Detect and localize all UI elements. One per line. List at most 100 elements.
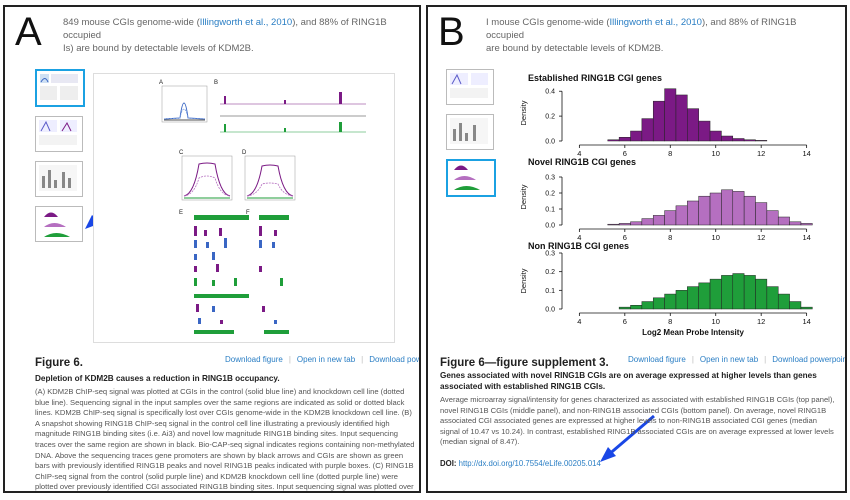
histogram-ytick-label-3-1: 0.1: [545, 288, 555, 295]
download-powerpoint-link-a[interactable]: Download powerpoint: [369, 355, 419, 364]
blue-arrow-b: [600, 414, 655, 462]
histogram-bar-2-1: [618, 223, 631, 226]
histogram-xlabel: Log2 Mean Probe Intensity: [642, 328, 744, 337]
histogram-bar-2-5: [664, 210, 677, 226]
histogram-bar-1-6: [675, 94, 688, 142]
histogram-ytick-label-2-0: 0.0: [545, 223, 555, 230]
histogram-xtick-label-2-4: 12: [757, 233, 765, 242]
histogram-title-3: Non RING1B CGI genes: [528, 241, 629, 251]
histogram-bar-1-10: [721, 135, 734, 142]
download-powerpoint-link-b[interactable]: Download powerpoint: [772, 355, 847, 364]
histogram-xtick-label-2-5: 14: [802, 233, 810, 242]
histogram-bar-3-6: [687, 286, 699, 310]
histogram-bar-3-3: [652, 297, 665, 310]
figure-thumbnail-list: [35, 69, 87, 251]
histogram-bar-2-13: [755, 202, 768, 226]
histogram-bar-1-0: [607, 139, 620, 142]
open-new-tab-link-b[interactable]: Open in new tab: [699, 355, 759, 364]
histogram-xtick-label-1-1: 6: [623, 149, 627, 158]
histogram-bar-1-2: [630, 130, 643, 142]
histogram-bar-3-12: [755, 278, 768, 310]
article-text-b: I mouse CGIs genome-wide (Illingworth et…: [486, 16, 835, 55]
article-text-a-post: ), and 88% of RING1B occupied: [63, 17, 387, 41]
histogram-ylabel-3: Density: [519, 268, 528, 293]
histogram-ytick-label-2-2: 0.2: [545, 191, 555, 198]
histogram-xtick-label-3-1: 6: [623, 317, 627, 326]
histogram-title-2: Novel RING1B CGI genes: [528, 157, 636, 167]
histogram-bar-2-8: [698, 195, 711, 226]
figure-thumbnail-2[interactable]: [35, 116, 83, 152]
histogram-xtick-label-2-0: 4: [577, 233, 581, 242]
histogram-bar-2-6: [675, 205, 688, 226]
panel-letter-b: B: [438, 10, 465, 54]
histogram-xtick-label-3-5: 14: [802, 317, 810, 326]
histogram-ylabel-1: Density: [519, 100, 528, 125]
citation-link-b[interactable]: Illingworth et al., 2010: [609, 17, 702, 28]
histogram-ytick-label-1-0: 0.0: [545, 139, 555, 146]
histogram-ytick-label-1-2: 0.4: [545, 89, 555, 96]
svg-text:D: D: [242, 150, 247, 156]
histogram-ytick-label-2-3: 0.3: [545, 175, 555, 182]
histogram-bar-1-7: [687, 108, 699, 142]
figure-thumbnail-1[interactable]: [35, 69, 85, 107]
histogram-bar-3-4: [664, 293, 677, 310]
article-text-b-post: ), and 88% of RING1B occupied: [486, 17, 797, 41]
figure-thumbnail-4[interactable]: [35, 206, 83, 242]
histogram-bar-1-5: [664, 88, 677, 142]
histogram-xtick-label-1-0: 4: [577, 149, 581, 158]
histogram-bar-3-16: [800, 306, 813, 310]
histogram-bar-1-13: [755, 140, 768, 142]
histogram-xtick-label-1-4: 12: [757, 149, 765, 158]
histogram-bar-2-3: [641, 218, 654, 226]
download-figure-link-a[interactable]: Download figure: [225, 355, 283, 364]
histogram-bar-1-8: [698, 120, 711, 142]
figure-caption-b: Average microarray signal/intensity for …: [440, 395, 835, 447]
histogram-bar-3-14: [777, 293, 790, 310]
histogram-bar-3-15: [789, 301, 802, 310]
supplement-thumbnail-1[interactable]: [446, 69, 494, 105]
download-figure-link-b[interactable]: Download figure: [628, 355, 686, 364]
histogram-bar-2-0: [607, 223, 620, 226]
panel-a: A 849 mouse CGIs genome-wide (Illingwort…: [3, 5, 421, 493]
histogram-xtick-label-3-3: 10: [712, 317, 720, 326]
histogram-bar-3-13: [766, 286, 779, 310]
open-new-tab-link-a[interactable]: Open in new tab: [296, 355, 356, 364]
histogram-bar-1-3: [641, 118, 654, 142]
svg-text:B: B: [214, 80, 218, 86]
figure-caption-a: (A) KDM2B ChIP-seq signal was plotted at…: [35, 387, 415, 492]
supplement-thumbnail-list: [446, 69, 498, 206]
supplement-figure-image[interactable]: Established RING1B CGI genes Density 0.0 0.…: [516, 69, 836, 339]
figure-title-a: Figure 6.: [35, 357, 83, 369]
histogram-xtick-label-3-0: 4: [577, 317, 581, 326]
supplement-thumbnail-3[interactable]: [446, 159, 496, 197]
doi-label: DOI:: [440, 459, 457, 468]
histogram-xtick-label-1-2: 8: [668, 149, 672, 158]
histogram-bar-2-14: [766, 210, 779, 226]
figure-6-image[interactable]: A B C D E F: [93, 73, 395, 343]
histogram-bar-2-10: [721, 189, 734, 226]
figure-links-a: Download figure | Open in new tab | Download…: [225, 355, 419, 364]
histogram-bar-2-11: [732, 191, 745, 226]
histogram-bar-3-7: [698, 282, 711, 310]
histogram-xtick-label-1-5: 14: [802, 149, 810, 158]
histogram-xtick-label-3-4: 12: [757, 317, 765, 326]
histogram-bar-2-15: [777, 216, 790, 226]
svg-text:C: C: [179, 150, 184, 156]
histogram-bar-1-9: [709, 130, 722, 142]
histogram-bar-3-0: [618, 306, 631, 310]
histogram-bar-1-12: [743, 139, 756, 142]
citation-link-a[interactable]: Illingworth et al., 2010: [199, 17, 293, 28]
histogram-title-1: Established RING1B CGI genes: [528, 73, 662, 83]
histogram-bar-3-5: [675, 290, 688, 310]
histogram-bar-1-4: [652, 100, 665, 142]
histogram-bar-3-8: [709, 278, 722, 310]
histogram-ytick-label-3-3: 0.3: [545, 251, 555, 258]
supplement-thumbnail-2[interactable]: [446, 114, 494, 150]
histogram-ylabel-2: Density: [519, 184, 528, 209]
histogram-ytick-label-1-1: 0.2: [545, 114, 555, 121]
figure-thumbnail-3[interactable]: [35, 161, 83, 197]
histogram-panels: Established RING1B CGI genes Density 0.0 0.…: [519, 73, 813, 337]
article-text-b-pre: I mouse CGIs genome-wide (: [486, 17, 610, 28]
histogram-bar-2-7: [687, 200, 699, 226]
doi-link[interactable]: http://dx.doi.org/10.7554/eLife.00205.01…: [458, 459, 601, 468]
